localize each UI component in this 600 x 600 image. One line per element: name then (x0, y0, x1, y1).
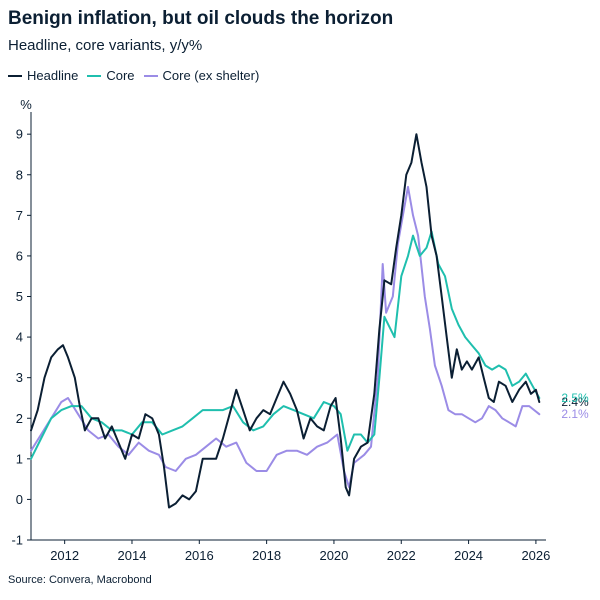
chart-subtitle: Headline, core variants, y/y% (8, 37, 203, 54)
y-tick-label: 8 (16, 167, 23, 182)
series-line-headline (30, 133, 541, 509)
y-axis-unit-label: % (20, 97, 32, 112)
chart-title: Benign inflation, but oil clouds the hor… (8, 8, 394, 29)
y-tick-label: 5 (16, 289, 23, 304)
x-tick-label: 2026 (521, 548, 550, 563)
legend-swatch-core-ex-shelter (143, 74, 158, 77)
end-label-headline: 2.4% (561, 395, 589, 409)
x-tick-label: 2020 (319, 548, 348, 563)
x-tick-label: 2012 (50, 548, 79, 563)
series-line-core (30, 230, 541, 460)
y-tick-label: 6 (16, 248, 23, 263)
x-tick-label: 2018 (252, 548, 281, 563)
x-tick-label: 2024 (454, 548, 483, 563)
end-label-core-ex-shelter: 2.1% (561, 407, 589, 421)
source-note: Source: Convera, Macrobond (8, 574, 152, 586)
y-tick-label: 7 (16, 208, 23, 223)
x-tick-label: 2016 (185, 548, 214, 563)
legend-item-core[interactable]: Core (87, 68, 135, 83)
x-tick-label: 2014 (118, 548, 147, 563)
y-tick-label: 4 (16, 330, 23, 345)
y-tick-label: 3 (16, 370, 23, 385)
y-tick-label: 0 (16, 492, 23, 507)
y-tick-label: 9 (16, 127, 23, 142)
legend-label-headline: Headline (27, 68, 79, 83)
chart-legend: Headline Core Core (ex shelter) (8, 68, 268, 83)
legend-label-core: Core (106, 68, 135, 83)
end-label-core: 2.5% (561, 391, 589, 405)
y-tick-label: 1 (16, 451, 23, 466)
y-tick-label: -1 (11, 533, 23, 548)
y-tick-label: 2 (16, 411, 23, 426)
legend-label-core-ex-shelter: Core (ex shelter) (162, 68, 260, 83)
legend-item-core-ex-shelter[interactable]: Core (ex shelter) (143, 68, 260, 83)
legend-swatch-core (87, 74, 102, 77)
legend-swatch-headline (8, 74, 22, 77)
x-tick-label: 2022 (387, 548, 416, 563)
series-line-core-ex-shelter (30, 185, 541, 489)
legend-item-headline[interactable]: Headline (8, 68, 78, 83)
